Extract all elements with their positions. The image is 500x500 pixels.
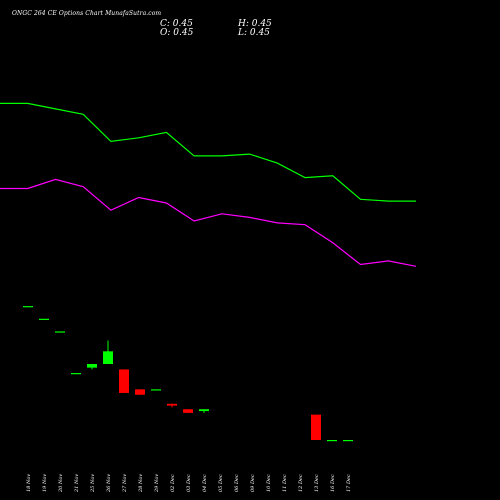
date-tick-label: 03 Dec — [186, 474, 192, 492]
date-tick-label: 26 Nov — [106, 474, 112, 493]
candle-body — [151, 389, 161, 391]
date-tick-label: 12 Dec — [298, 474, 304, 492]
date-tick-label: 06 Dec — [234, 474, 240, 492]
date-tick-label: 21 Nov — [74, 474, 80, 493]
upper-band-line — [0, 102, 416, 202]
candle-body — [327, 440, 337, 442]
candle-body — [311, 414, 321, 440]
date-tick-label: 02 Dec — [170, 474, 176, 492]
date-tick-label: 19 Nov — [42, 474, 48, 492]
chart-title: ONGC 264 CE Options Chart MunafaSutra.co… — [12, 10, 162, 17]
date-tick-label: 28 Nov — [138, 474, 144, 493]
date-tick-label: 04 Dec — [202, 474, 208, 492]
candle-body — [199, 409, 209, 412]
candle-body — [167, 403, 177, 406]
candle-body — [135, 389, 145, 395]
date-tick-label: 17 Dec — [346, 474, 352, 492]
candle-body — [55, 331, 65, 333]
candle-body — [23, 306, 33, 308]
date-tick-label: 16 Dec — [330, 474, 336, 492]
low-value: L: 0.45 — [238, 28, 270, 38]
date-tick-label: 10 Dec — [266, 474, 272, 492]
close-value: C: 0.45 — [160, 19, 193, 29]
candle-body — [119, 369, 129, 393]
date-tick-label: 27 Nov — [122, 474, 128, 493]
date-tick-label: 25 Nov — [90, 474, 96, 493]
candle-body — [343, 440, 353, 442]
lower-band-line — [0, 178, 417, 267]
date-tick-label: 20 Nov — [58, 474, 64, 493]
date-tick-label: 09 Dec — [250, 474, 256, 492]
date-tick-label: 18 Nov — [26, 474, 32, 492]
candle-body — [103, 351, 113, 364]
candle-body — [183, 409, 193, 413]
candle-body — [87, 364, 97, 368]
date-tick-label: 29 Nov — [154, 474, 160, 493]
date-tick-label: 05 Dec — [218, 474, 224, 492]
date-tick-label: 13 Dec — [314, 474, 320, 492]
date-tick-label: 11 Dec — [282, 474, 288, 492]
high-value: H: 0.45 — [238, 19, 272, 29]
candle-body — [71, 373, 81, 375]
candle-body — [39, 318, 49, 320]
open-value: O: 0.45 — [160, 28, 194, 38]
